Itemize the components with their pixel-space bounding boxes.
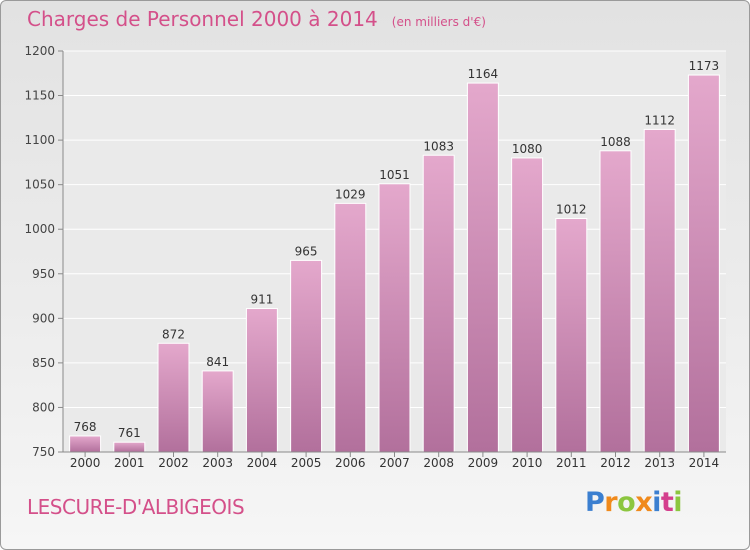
x-tick-label: 2004: [247, 456, 278, 470]
value-label: 1173: [689, 59, 720, 73]
logo-letter: P: [585, 487, 605, 518]
value-label: 1088: [600, 135, 631, 149]
value-label: 841: [206, 355, 229, 369]
value-label: 768: [74, 420, 97, 434]
x-tick-label: 2011: [556, 456, 587, 470]
bar-2013: [643, 128, 676, 453]
y-tick-label: 1000: [24, 222, 55, 236]
y-tick-label: 1150: [24, 89, 55, 103]
bar-2011: [555, 218, 588, 453]
x-tick-label: 2014: [689, 456, 720, 470]
y-tick-label: 1100: [24, 133, 55, 147]
chart-title-text: Charges de Personnel 2000 à 2014: [27, 7, 378, 31]
y-tick-label: 950: [32, 267, 55, 281]
y-tick-label: 850: [32, 356, 55, 370]
value-label: 1164: [468, 67, 499, 81]
x-tick-label: 2000: [70, 456, 101, 470]
y-tick-label: 1050: [24, 178, 55, 192]
bar-2008: [422, 154, 455, 453]
x-tick-label: 2006: [335, 456, 366, 470]
x-tick-label: 2007: [379, 456, 410, 470]
bar-2006: [334, 202, 367, 453]
commune-name: LESCURE-D'ALBIGEOIS: [27, 495, 245, 519]
value-label: 1012: [556, 203, 587, 217]
value-labels: 768 761 872 841 911 965 1029 1051 1083 1164 1080 10…: [74, 59, 720, 440]
y-tick-label: 1200: [24, 44, 55, 58]
x-tick-label: 2012: [600, 456, 631, 470]
y-axis-ticks: 750 800 850 900 950 1000 1050 1100 1150 1200: [24, 44, 63, 459]
x-tick-label: 2002: [158, 456, 189, 470]
bars: [69, 74, 720, 453]
value-label: 872: [162, 327, 185, 341]
logo-letter: r: [604, 487, 618, 518]
chart-subtitle: (en milliers d'€): [391, 15, 486, 29]
logo-letter: o: [617, 487, 636, 518]
y-tick-label: 800: [32, 400, 55, 414]
value-label: 1112: [644, 113, 675, 127]
bar-2000: [69, 435, 102, 453]
proxiti-logo: Proxiti: [585, 487, 683, 518]
y-tick-label: 750: [32, 445, 55, 459]
bar-2009: [466, 82, 499, 453]
bar-2007: [378, 183, 411, 453]
x-tick-label: 2008: [423, 456, 454, 470]
x-tick-label: 2010: [512, 456, 543, 470]
logo-letter: t: [660, 487, 674, 518]
logo-letter: i: [673, 487, 683, 518]
bar-2001: [113, 441, 146, 453]
x-axis-ticks: 2000 2001 2002 2003 2004 2005 2006 2007 2008 2009…: [70, 452, 719, 470]
x-tick-label: 2009: [468, 456, 499, 470]
value-label: 1080: [512, 142, 543, 156]
x-tick-label: 2005: [291, 456, 322, 470]
bar-2014: [687, 74, 720, 453]
x-tick-label: 2001: [114, 456, 145, 470]
bar-2002: [157, 342, 190, 453]
y-tick-label: 900: [32, 311, 55, 325]
value-label: 1083: [423, 139, 454, 153]
value-label: 1051: [379, 168, 410, 182]
x-tick-label: 2013: [644, 456, 675, 470]
bar-2004: [245, 308, 278, 453]
value-label: 1029: [335, 187, 366, 201]
bar-2012: [599, 150, 632, 453]
bar-2005: [290, 259, 323, 453]
logo-letter: x: [635, 487, 653, 518]
value-label: 911: [250, 293, 273, 307]
bar-2010: [511, 157, 544, 453]
logo-letter: i: [652, 487, 661, 518]
value-label: 761: [118, 426, 141, 440]
x-tick-label: 2003: [202, 456, 233, 470]
chart-title: Charges de Personnel 2000 à 2014 (en mill…: [27, 7, 486, 31]
bar-2003: [201, 370, 234, 453]
value-label: 965: [295, 244, 318, 258]
